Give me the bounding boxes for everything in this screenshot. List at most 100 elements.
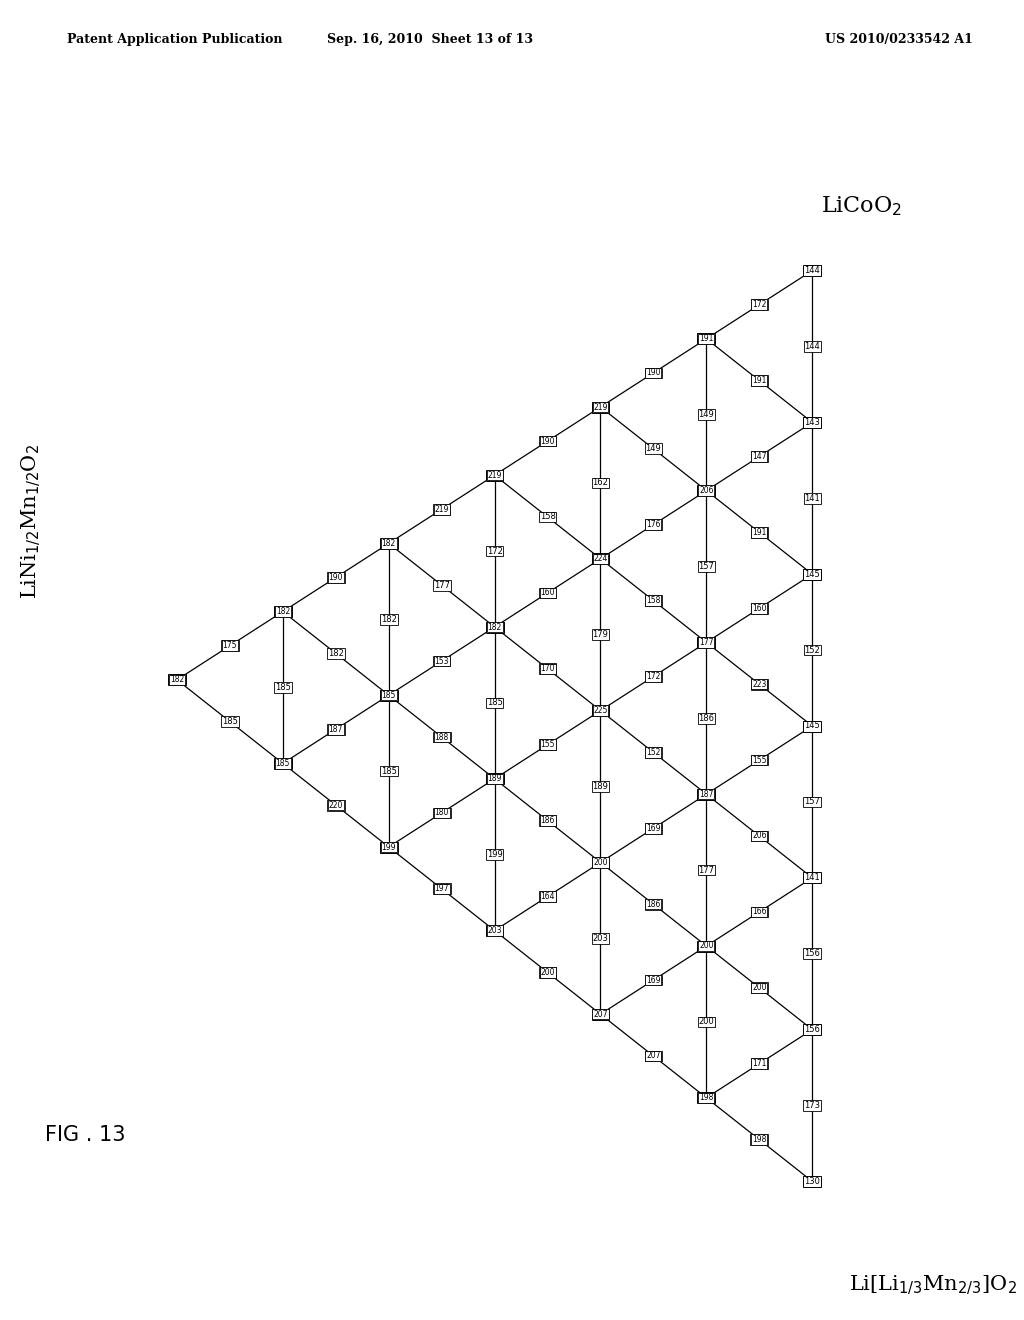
Text: 152: 152 <box>752 832 767 841</box>
Text: 149: 149 <box>593 554 608 564</box>
Text: 182: 182 <box>170 676 184 684</box>
Text: 185: 185 <box>540 664 555 673</box>
Text: 200: 200 <box>541 968 555 977</box>
Text: 141: 141 <box>805 874 820 882</box>
Text: 152: 152 <box>752 680 767 689</box>
Text: 152: 152 <box>752 755 767 764</box>
Text: 220: 220 <box>329 801 343 809</box>
Text: 207: 207 <box>646 1052 660 1060</box>
Text: 172: 172 <box>434 504 450 513</box>
Text: 186: 186 <box>541 816 555 825</box>
Text: 187: 187 <box>699 789 714 799</box>
Text: 149: 149 <box>645 445 662 453</box>
Text: 150: 150 <box>752 300 767 309</box>
Text: 185: 185 <box>328 801 344 809</box>
Text: 185: 185 <box>274 682 291 692</box>
Text: 162: 162 <box>645 520 662 529</box>
Text: 200: 200 <box>699 941 714 950</box>
Text: Sep. 16, 2010  Sheet 13 of 13: Sep. 16, 2010 Sheet 13 of 13 <box>327 33 534 46</box>
Text: 167: 167 <box>274 759 291 768</box>
Text: 141: 141 <box>805 494 820 503</box>
Text: 145: 145 <box>752 528 767 537</box>
Text: LiCoO$_2$: LiCoO$_2$ <box>821 194 902 218</box>
Text: 171: 171 <box>752 1059 767 1068</box>
Text: 191: 191 <box>752 528 767 537</box>
Text: 172: 172 <box>381 690 396 700</box>
Text: 185: 185 <box>382 690 396 700</box>
Text: 187: 187 <box>329 725 343 734</box>
Text: 185: 185 <box>434 656 450 665</box>
Text: 180: 180 <box>328 573 344 582</box>
Text: 154: 154 <box>381 539 396 548</box>
Text: 157: 157 <box>698 789 715 799</box>
Text: 173: 173 <box>752 1135 767 1144</box>
Text: 190: 190 <box>329 573 343 582</box>
Text: 188: 188 <box>434 733 449 742</box>
Text: 182: 182 <box>487 623 502 631</box>
Text: 180: 180 <box>434 808 449 817</box>
Text: 130: 130 <box>804 1177 820 1185</box>
Text: 158: 158 <box>645 672 662 681</box>
Text: 177: 177 <box>698 866 715 875</box>
Text: 177: 177 <box>434 581 450 590</box>
Text: 185: 185 <box>381 767 396 776</box>
Text: 197: 197 <box>434 884 449 894</box>
Text: 155: 155 <box>752 755 767 764</box>
Text: 164: 164 <box>541 892 555 902</box>
Text: 185: 185 <box>222 717 238 726</box>
Text: 154: 154 <box>275 607 291 616</box>
Text: 144: 144 <box>805 267 820 275</box>
Text: 152: 152 <box>593 858 608 867</box>
Text: Patent Application Publication: Patent Application Publication <box>67 33 282 46</box>
Text: 173: 173 <box>804 1101 820 1110</box>
Text: 158: 158 <box>645 597 662 605</box>
Text: 182: 182 <box>328 649 344 657</box>
Text: 185: 185 <box>275 759 290 768</box>
Text: 199: 199 <box>486 850 503 859</box>
Text: 177: 177 <box>699 638 714 647</box>
Text: 173: 173 <box>645 1052 662 1060</box>
Text: 154: 154 <box>540 437 555 446</box>
Text: 182: 182 <box>222 642 238 651</box>
Text: LiNi$_{1/2}$Mn$_{1/2}$O$_2$: LiNi$_{1/2}$Mn$_{1/2}$O$_2$ <box>20 444 43 599</box>
Text: 183: 183 <box>434 884 450 894</box>
Text: 199: 199 <box>646 1052 660 1060</box>
Text: 156: 156 <box>698 941 715 950</box>
Text: 189: 189 <box>593 781 608 791</box>
Text: US 2010/0233542 A1: US 2010/0233542 A1 <box>825 33 973 46</box>
Text: 185: 185 <box>540 892 555 902</box>
Text: 186: 186 <box>698 714 715 723</box>
Text: 182: 182 <box>328 725 344 734</box>
Text: 191: 191 <box>752 376 767 385</box>
Text: 145: 145 <box>698 486 715 495</box>
Text: 206: 206 <box>752 832 767 841</box>
Text: 145: 145 <box>169 676 185 684</box>
Text: 148: 148 <box>645 368 662 378</box>
Text: 147: 147 <box>752 451 767 461</box>
Text: 219: 219 <box>593 403 607 412</box>
Text: 203: 203 <box>487 927 502 935</box>
Text: 200: 200 <box>593 858 607 867</box>
Text: 170: 170 <box>541 664 555 673</box>
Text: 182: 182 <box>382 539 396 548</box>
Text: 150: 150 <box>698 334 715 343</box>
Text: 169: 169 <box>646 975 660 985</box>
Text: 177: 177 <box>645 900 662 908</box>
Text: 170: 170 <box>486 623 503 631</box>
Text: 169: 169 <box>646 824 660 833</box>
Text: 200: 200 <box>698 1018 715 1027</box>
Text: 179: 179 <box>593 630 608 639</box>
Text: 224: 224 <box>593 554 607 564</box>
Text: 198: 198 <box>699 1093 714 1102</box>
Text: 188: 188 <box>434 733 450 742</box>
Text: 148: 148 <box>593 403 608 412</box>
Text: 145: 145 <box>805 570 820 578</box>
Text: 145: 145 <box>752 451 767 461</box>
Text: 200: 200 <box>752 983 767 993</box>
Text: 159: 159 <box>486 927 503 935</box>
Text: 206: 206 <box>699 486 714 495</box>
Text: 143: 143 <box>804 418 820 426</box>
Text: 203: 203 <box>593 933 608 942</box>
Text: 152: 152 <box>752 603 767 612</box>
Text: 219: 219 <box>434 504 449 513</box>
